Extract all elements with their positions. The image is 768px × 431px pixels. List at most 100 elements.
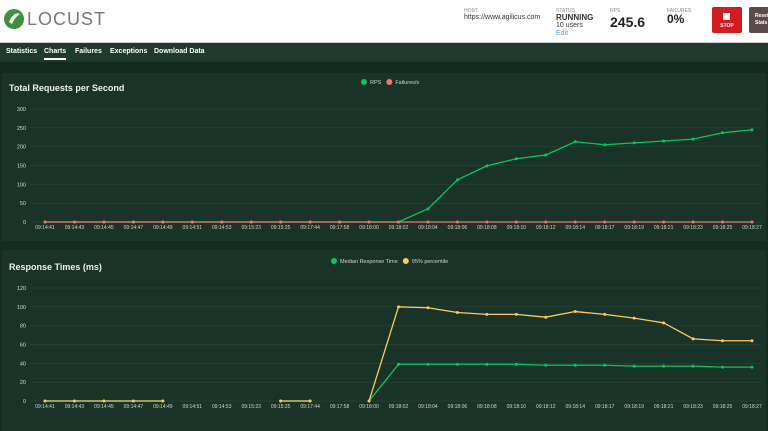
data-point <box>161 220 165 224</box>
x-tick-label: 09:14:49 <box>153 225 173 231</box>
stop-button[interactable]: STOP <box>712 7 742 33</box>
data-point <box>544 220 548 224</box>
x-tick-label: 09:14:43 <box>65 404 85 410</box>
x-tick-label: 09:18:00 <box>359 404 379 410</box>
data-point <box>632 220 636 224</box>
data-point <box>249 220 253 224</box>
data-point <box>632 141 636 145</box>
x-tick-label: 09:18:04 <box>418 225 438 231</box>
data-point <box>485 164 489 168</box>
legend-swatch <box>386 79 393 85</box>
data-point <box>426 220 430 224</box>
x-tick-label: 09:18:02 <box>389 404 409 410</box>
logo-icon <box>4 9 24 29</box>
x-tick-label: 09:18:12 <box>536 404 556 410</box>
y-tick-label: 200 <box>17 145 26 151</box>
x-tick-label: 09:18:06 <box>448 404 468 410</box>
data-point <box>72 220 76 224</box>
nav-bar: Statistics Charts Failures Exceptions Do… <box>0 43 768 62</box>
data-point <box>190 220 194 224</box>
data-point <box>43 399 47 403</box>
tab[interactable]: Statistics <box>6 48 38 55</box>
x-tick-label: 09:18:17 <box>595 404 615 410</box>
y-tick-label: 150 <box>17 164 26 170</box>
header: LOCUST HOST https://www.agilicus.com STA… <box>0 0 768 43</box>
x-tick-label: 09:18:25 <box>713 225 733 231</box>
data-point <box>131 399 135 403</box>
legend-label: Median Response Time <box>340 259 398 265</box>
users: 10 users <box>556 22 583 29</box>
x-tick-label: 09:18:19 <box>624 225 644 231</box>
data-point <box>131 220 135 224</box>
y-tick-label: 250 <box>17 126 26 132</box>
data-point <box>220 220 224 224</box>
y-tick-label: 60 <box>20 343 26 349</box>
data-point <box>308 399 312 403</box>
data-point <box>72 399 76 403</box>
data-point <box>514 362 518 366</box>
data-point <box>721 131 725 135</box>
y-tick-label: 20 <box>20 380 26 386</box>
x-tick-label: 09:17:44 <box>300 404 320 410</box>
x-tick-label: 09:14:45 <box>94 404 114 410</box>
data-point <box>161 399 165 403</box>
data-point <box>632 364 636 368</box>
data-point <box>691 364 695 368</box>
reset-label: Reset Stats <box>755 13 768 26</box>
data-point <box>691 220 695 224</box>
x-tick-label: 09:15:23 <box>241 404 261 410</box>
data-point <box>485 362 489 366</box>
data-point <box>485 220 489 224</box>
x-tick-label: 09:18:04 <box>418 404 438 410</box>
x-tick-label: 09:14:43 <box>65 225 85 231</box>
data-point <box>514 220 518 224</box>
data-point <box>43 220 47 224</box>
x-tick-label: 09:15:25 <box>271 225 291 231</box>
x-tick-label: 09:18:10 <box>507 225 527 231</box>
data-point <box>750 128 754 132</box>
data-point <box>573 220 577 224</box>
x-tick-label: 09:14:47 <box>124 225 144 231</box>
data-point <box>662 220 666 224</box>
tab[interactable]: Exceptions <box>110 48 148 55</box>
x-tick-label: 09:18:02 <box>389 225 409 231</box>
reset-button[interactable]: Reset Stats <box>749 7 768 33</box>
data-point <box>485 312 489 316</box>
data-point <box>455 362 459 366</box>
data-point <box>603 143 607 147</box>
tab-active[interactable]: Charts <box>44 48 67 60</box>
y-tick-label: 40 <box>20 361 26 367</box>
x-tick-label: 09:14:41 <box>35 404 55 410</box>
data-point <box>367 220 371 224</box>
x-tick-label: 09:14:53 <box>212 404 232 410</box>
data-point <box>632 316 636 320</box>
data-point <box>426 306 430 310</box>
x-tick-label: 09:18:06 <box>448 225 468 231</box>
tab[interactable]: Download Data <box>154 48 205 55</box>
x-tick-label: 09:17:44 <box>300 225 320 231</box>
rps: 245.6 <box>610 14 646 30</box>
edit-link[interactable]: Edit <box>556 30 569 37</box>
data-point <box>662 364 666 368</box>
x-tick-label: 09:14:51 <box>183 404 203 410</box>
data-point <box>662 321 666 325</box>
data-point <box>750 220 754 224</box>
status-label: STATUS <box>556 8 575 14</box>
data-point <box>750 339 754 343</box>
data-point <box>397 220 400 224</box>
data-point <box>514 312 518 316</box>
stop-label: STOP <box>720 23 734 29</box>
y-tick-label: 100 <box>17 305 26 311</box>
x-tick-label: 09:18:25 <box>713 404 733 410</box>
data-point <box>514 157 518 161</box>
data-point <box>544 153 548 157</box>
x-tick-label: 09:14:49 <box>153 404 173 410</box>
x-tick-label: 09:14:53 <box>212 225 232 231</box>
tab[interactable]: Failures <box>75 48 102 55</box>
x-tick-label: 09:18:10 <box>507 404 527 410</box>
data-point <box>279 399 283 403</box>
y-tick-label: 120 <box>17 286 26 292</box>
data-point <box>721 339 725 343</box>
